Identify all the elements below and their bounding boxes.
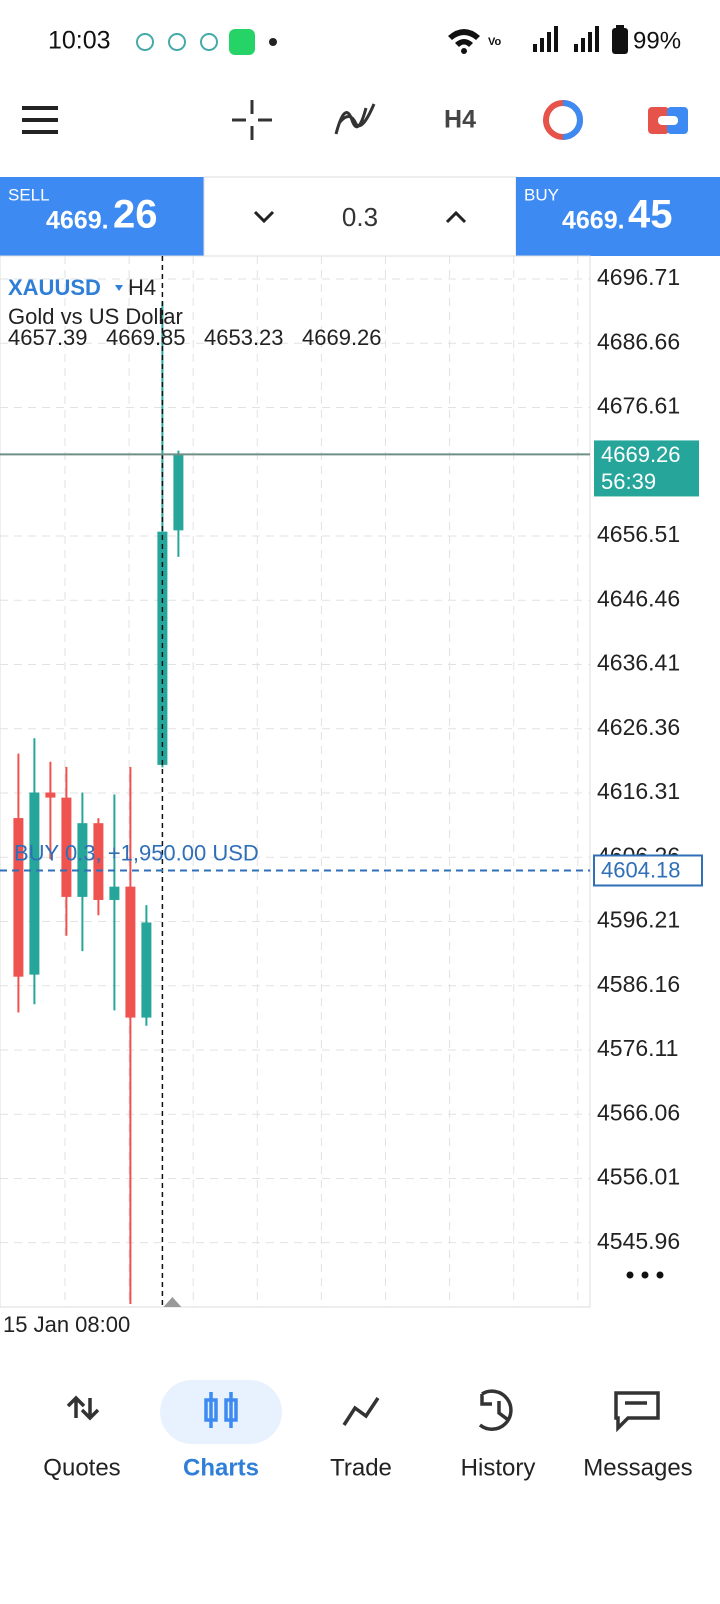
menu-button[interactable] bbox=[22, 106, 58, 134]
more-dot[interactable] bbox=[626, 1271, 634, 1279]
buy-label: BUY bbox=[524, 185, 559, 204]
volume-box bbox=[203, 176, 517, 257]
nav-item[interactable]: History bbox=[461, 1454, 536, 1481]
candle-body bbox=[61, 797, 72, 897]
position-price-label: 4604.18 bbox=[601, 857, 681, 882]
symbol-description: Gold vs US Dollar bbox=[8, 304, 183, 329]
ohlc-high: 4669.85 bbox=[106, 325, 186, 350]
nav-item[interactable]: Messages bbox=[583, 1454, 692, 1481]
y-tick-label: 4686.66 bbox=[597, 328, 680, 354]
position-price-box bbox=[593, 854, 703, 887]
ohlc-open: 4657.39 bbox=[8, 325, 88, 350]
symbol-dropdown[interactable] bbox=[115, 285, 123, 291]
chart: 4696.71 4686.66 4676.61 4656.51 4646.46 4636.… bbox=[0, 255, 703, 1308]
y-tick-label: 4566.06 bbox=[597, 1099, 680, 1125]
candle-body bbox=[45, 792, 56, 798]
nav-item[interactable]: Quotes bbox=[43, 1454, 120, 1481]
ohlc-close: 4669.26 bbox=[302, 325, 382, 350]
candle-body bbox=[173, 454, 184, 531]
candle-body bbox=[93, 823, 104, 900]
y-tick-label: 4556.01 bbox=[597, 1164, 680, 1190]
y-tick-label: 4596.21 bbox=[597, 907, 680, 933]
buy-button[interactable] bbox=[516, 177, 720, 256]
candle-body bbox=[109, 886, 120, 900]
y-tick-label: 4576.11 bbox=[597, 1035, 678, 1061]
time-cursor-handle bbox=[163, 1297, 182, 1307]
crosshair-button[interactable] bbox=[232, 100, 272, 140]
candle-body bbox=[157, 531, 168, 765]
status-time: 10:03 bbox=[48, 27, 111, 55]
position-label[interactable]: BUY 0.3, +1,950.00 USD bbox=[14, 840, 259, 865]
price-timer: 56:39 bbox=[601, 469, 656, 494]
chart-timeframe: H4 bbox=[128, 275, 156, 300]
y-tick-label: 4636.41 bbox=[597, 650, 680, 676]
candle-body bbox=[141, 922, 152, 1018]
one-click-button[interactable] bbox=[648, 107, 688, 134]
chart-area bbox=[0, 255, 591, 1308]
nav-icons bbox=[66, 1389, 660, 1433]
sell-label: SELL bbox=[8, 185, 50, 204]
nav-item[interactable]: Charts bbox=[183, 1454, 259, 1481]
volume-increase[interactable] bbox=[445, 210, 467, 224]
whatsapp-icon bbox=[229, 29, 255, 55]
y-tick-label: 4646.46 bbox=[597, 585, 680, 611]
symbol[interactable]: XAUUSD bbox=[8, 275, 101, 300]
buy-price-small: 4669. bbox=[562, 207, 625, 235]
x-axis-label: 15 Jan 08:00 bbox=[3, 1312, 130, 1337]
candle-body bbox=[13, 818, 24, 977]
y-tick-label: 4616.31 bbox=[597, 778, 680, 804]
volume-decrease[interactable] bbox=[253, 210, 275, 224]
more-dot[interactable] bbox=[656, 1271, 664, 1279]
svg-text:Vo: Vo bbox=[488, 36, 502, 48]
nav-item[interactable]: Trade bbox=[330, 1454, 392, 1481]
current-price-box bbox=[594, 440, 699, 497]
y-tick-label: 4545.96 bbox=[597, 1228, 680, 1254]
buy-price-large: 45 bbox=[628, 193, 673, 237]
ohlc-low: 4653.23 bbox=[204, 325, 284, 350]
timeframe-button[interactable]: H4 bbox=[444, 106, 476, 134]
candle-body bbox=[125, 886, 136, 1018]
battery-level: 99% bbox=[633, 27, 681, 54]
y-tick-label: 4586.16 bbox=[597, 971, 680, 997]
volume[interactable]: 0.3 bbox=[342, 202, 378, 232]
notification-icons bbox=[136, 33, 218, 51]
sell-price-large: 26 bbox=[113, 193, 158, 237]
y-tick-label: 4676.61 bbox=[597, 393, 680, 419]
current-price-label: 4669.26 bbox=[601, 442, 681, 467]
sell-button[interactable] bbox=[0, 177, 204, 256]
trading-button[interactable] bbox=[543, 100, 583, 140]
y-tick-label: 4696.71 bbox=[597, 264, 680, 290]
dot-icon bbox=[269, 38, 277, 46]
candle-body bbox=[77, 823, 88, 897]
nav-active-pill bbox=[160, 1380, 282, 1444]
signal-icons: Vo bbox=[448, 25, 628, 54]
bottom-nav: Quotes Charts Trade History Messages bbox=[43, 1454, 692, 1481]
y-tick-label: 4626.36 bbox=[597, 714, 680, 740]
candle-body bbox=[29, 792, 40, 975]
more-dot[interactable] bbox=[641, 1271, 649, 1279]
indicators-button[interactable] bbox=[334, 103, 376, 135]
sell-price-small: 4669. bbox=[46, 207, 109, 235]
y-tick-label: 4656.51 bbox=[597, 521, 680, 547]
